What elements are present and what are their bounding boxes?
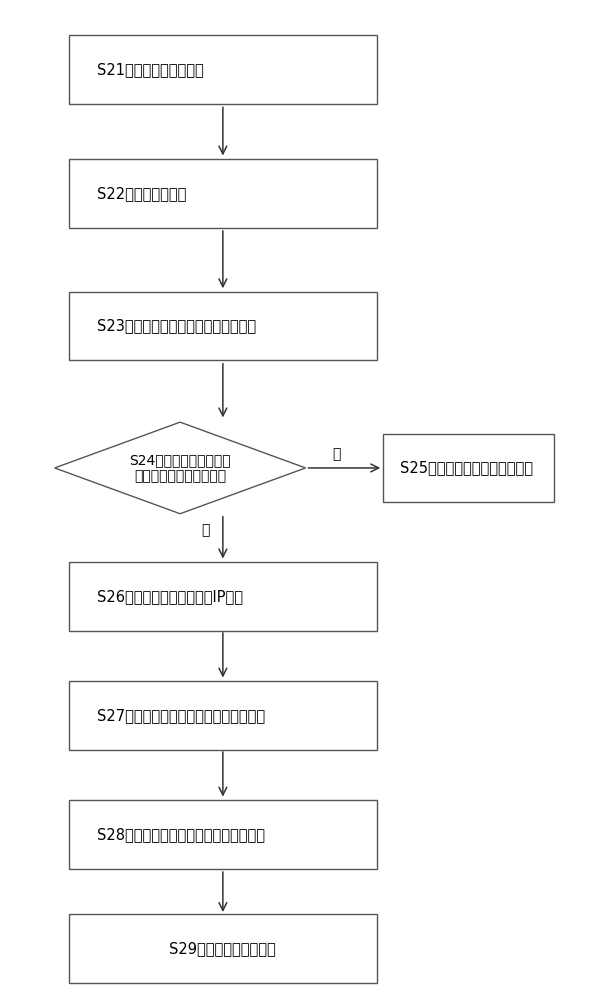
FancyBboxPatch shape [69, 35, 377, 104]
Text: 否: 否 [201, 523, 210, 537]
Polygon shape [55, 422, 305, 514]
FancyBboxPatch shape [69, 681, 377, 750]
Text: S29，媒体数据连接建立: S29，媒体数据连接建立 [169, 941, 276, 956]
FancyBboxPatch shape [69, 562, 377, 631]
FancyBboxPatch shape [69, 159, 377, 228]
Text: S27，采集设备采集编码，输出媒体数据: S27，采集设备采集编码，输出媒体数据 [97, 708, 266, 723]
FancyBboxPatch shape [383, 434, 554, 502]
Text: S22，建立网络连接: S22，建立网络连接 [97, 186, 187, 201]
Text: S24，接收设备判断是否
已经有其他媒体数据连接: S24，接收设备判断是否 已经有其他媒体数据连接 [129, 453, 231, 483]
Text: S25，断开现有的媒体数据连接: S25，断开现有的媒体数据连接 [400, 460, 533, 475]
Text: S26，配置媒体数据连接的IP地址: S26，配置媒体数据连接的IP地址 [97, 589, 244, 604]
FancyBboxPatch shape [69, 292, 377, 360]
FancyBboxPatch shape [69, 800, 377, 869]
Text: S21，网络鉴权信息配置: S21，网络鉴权信息配置 [97, 62, 204, 77]
Text: 是: 是 [333, 447, 341, 461]
Text: S28，接收设备接收媒体数据解码后输出: S28，接收设备接收媒体数据解码后输出 [97, 827, 266, 842]
Text: S23，采集设备申请建立媒体数据连接: S23，采集设备申请建立媒体数据连接 [97, 318, 257, 333]
FancyBboxPatch shape [69, 914, 377, 983]
